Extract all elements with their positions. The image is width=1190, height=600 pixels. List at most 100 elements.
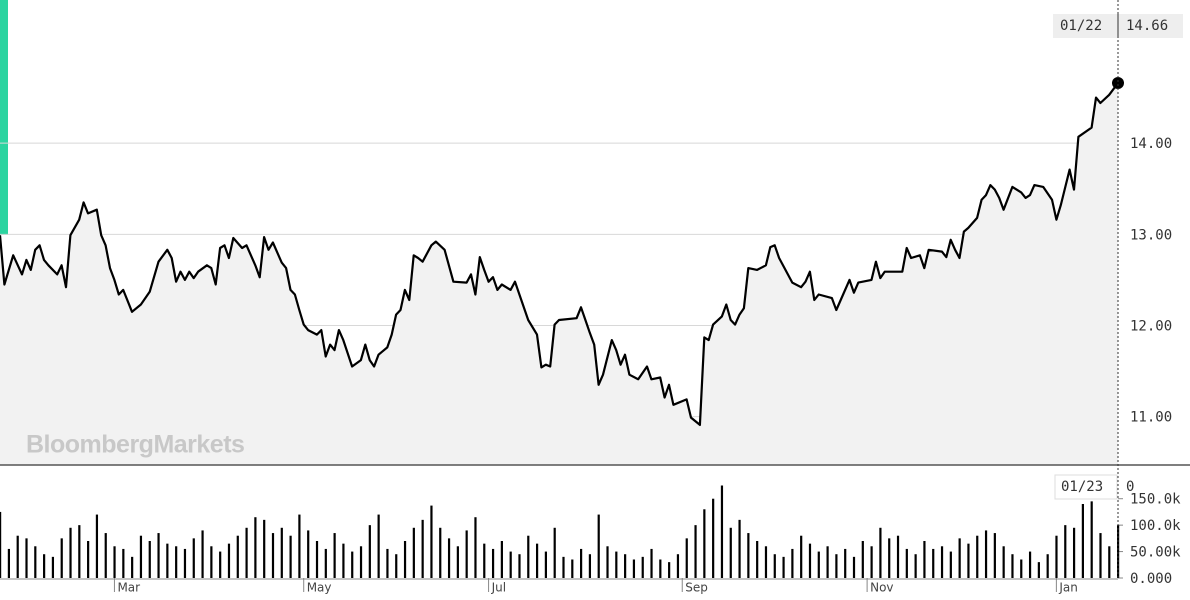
volume-bar bbox=[1011, 554, 1014, 578]
volume-bar bbox=[289, 535, 292, 578]
volume-bar bbox=[896, 535, 900, 578]
volume-bar bbox=[879, 527, 882, 578]
y-tick-label: 14.00 bbox=[1130, 136, 1172, 152]
volume-bar bbox=[993, 533, 996, 578]
volume-bar bbox=[1108, 546, 1111, 578]
volume-bar bbox=[905, 548, 908, 578]
volume-bar bbox=[518, 554, 521, 578]
volume-bar bbox=[703, 509, 706, 578]
volume-bar bbox=[729, 527, 732, 578]
volume-bar bbox=[104, 533, 107, 578]
volume-bar bbox=[166, 543, 169, 578]
volume-bar bbox=[826, 546, 829, 578]
volume-bar bbox=[588, 554, 592, 578]
volume-bar bbox=[712, 498, 715, 578]
volume-date: 01/23 bbox=[1061, 479, 1103, 495]
volume-bar bbox=[430, 505, 433, 578]
volume-bar bbox=[113, 546, 116, 578]
volume-bar bbox=[139, 535, 143, 578]
volume-bar bbox=[641, 556, 644, 578]
volume-bar bbox=[1020, 559, 1023, 578]
volume-bar bbox=[219, 551, 222, 578]
volume-bar bbox=[1055, 535, 1058, 578]
volume-bar bbox=[1002, 546, 1005, 578]
volume-bar bbox=[245, 527, 248, 578]
volume-bar bbox=[1046, 554, 1049, 578]
volume-bar bbox=[16, 535, 19, 578]
x-tick-label: Jan bbox=[1058, 581, 1078, 595]
volume-bar bbox=[914, 554, 917, 578]
volume-bar bbox=[25, 538, 28, 578]
volume-bar bbox=[976, 535, 979, 578]
volume-bar bbox=[544, 551, 547, 578]
volume-bar bbox=[958, 538, 961, 578]
volume-bar bbox=[474, 517, 477, 578]
volume-bar bbox=[236, 535, 239, 578]
volume-bar bbox=[43, 554, 46, 578]
volume-last: 0 bbox=[1126, 479, 1134, 495]
volume-bar bbox=[738, 519, 741, 578]
volume-bar bbox=[535, 543, 539, 578]
last-point bbox=[1112, 76, 1124, 89]
x-tick-label: Sep bbox=[685, 581, 708, 595]
x-tick-label: Mar bbox=[117, 581, 140, 595]
volume-bar bbox=[412, 527, 415, 578]
volume-bar bbox=[659, 559, 662, 578]
volume-bar bbox=[562, 556, 565, 578]
volume-bar bbox=[1037, 562, 1040, 578]
volume-bar bbox=[949, 551, 952, 578]
volume-bar bbox=[685, 538, 688, 578]
volume-bar bbox=[800, 535, 803, 578]
volume-bar bbox=[315, 541, 319, 578]
y-tick-label: 150.0k bbox=[1130, 492, 1181, 508]
volume-bar bbox=[720, 485, 724, 578]
volume-bar bbox=[1072, 527, 1076, 578]
volume-bar bbox=[923, 541, 926, 578]
volume-bar bbox=[1028, 551, 1032, 578]
volume-bar bbox=[1099, 533, 1102, 578]
volume-bar bbox=[395, 554, 398, 578]
volume-bar bbox=[403, 541, 407, 578]
volume-bar bbox=[553, 527, 556, 578]
volume-bar bbox=[606, 546, 609, 578]
x-tick-label: Jul bbox=[491, 581, 506, 595]
volume-bar bbox=[307, 530, 310, 578]
volume-bar bbox=[632, 559, 636, 578]
volume-bar bbox=[263, 519, 266, 578]
volume-bar bbox=[773, 554, 776, 578]
volume-bar bbox=[676, 554, 680, 578]
volume-bar bbox=[210, 546, 213, 578]
volume-bar bbox=[456, 546, 459, 578]
volume-bar bbox=[756, 541, 759, 578]
volume-bar bbox=[148, 541, 151, 578]
volume-bar bbox=[157, 533, 160, 578]
last-date: 01/22 bbox=[1060, 18, 1102, 34]
volume-bar bbox=[465, 530, 468, 578]
volume-bar bbox=[368, 525, 371, 578]
volume-bar bbox=[888, 538, 891, 578]
volume-bar bbox=[342, 543, 345, 578]
volume-bar bbox=[940, 546, 944, 578]
volume-bar bbox=[78, 525, 81, 578]
last-price: 14.66 bbox=[1126, 18, 1168, 34]
volume-bar bbox=[817, 551, 820, 578]
volume-bar bbox=[131, 556, 134, 578]
volume-bar bbox=[500, 541, 503, 578]
volume-bar bbox=[447, 538, 451, 578]
accent-bar bbox=[0, 0, 8, 235]
volume-bar bbox=[509, 551, 512, 578]
volume-bar bbox=[932, 548, 935, 578]
volume-bar bbox=[87, 541, 90, 578]
volume-bar bbox=[650, 548, 653, 578]
y-tick-label: 12.00 bbox=[1130, 319, 1172, 335]
volume-bar bbox=[377, 514, 380, 578]
volume-bar bbox=[835, 554, 838, 578]
volume-box bbox=[1054, 474, 1118, 500]
volume-bar bbox=[324, 548, 327, 578]
volume-bar bbox=[69, 527, 72, 578]
y-tick-label: 13.00 bbox=[1130, 227, 1172, 243]
area bbox=[0, 83, 1118, 465]
volume-bar bbox=[571, 559, 574, 578]
volume-bar bbox=[764, 546, 768, 578]
